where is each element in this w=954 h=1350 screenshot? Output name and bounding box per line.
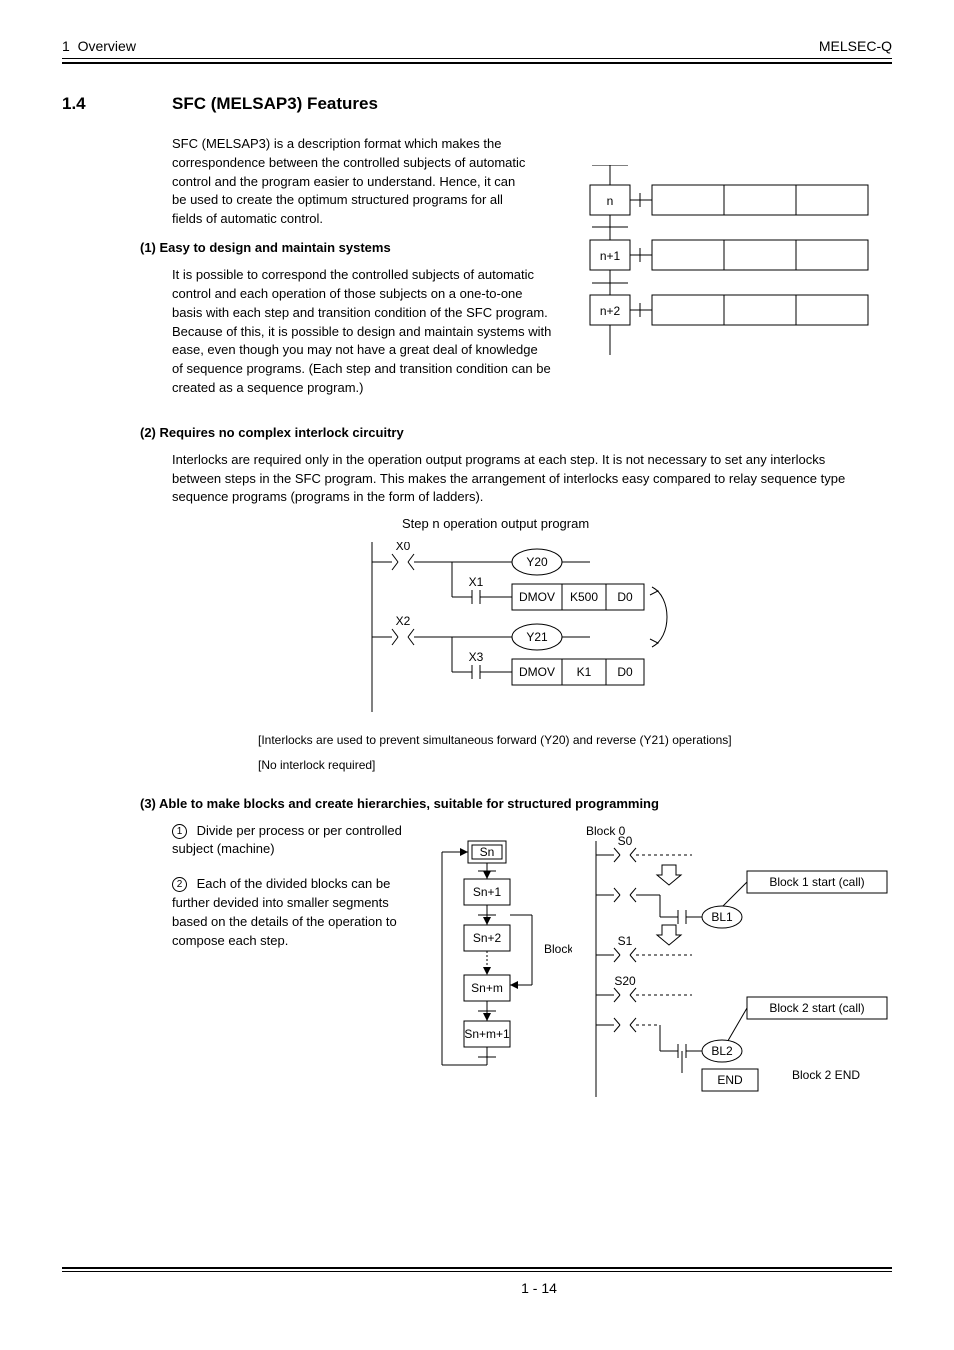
svg-text:n+1: n+1 [600, 249, 621, 263]
svg-text:DMOV: DMOV [519, 665, 555, 679]
svg-text:D0: D0 [617, 590, 633, 604]
svg-text:D0: D0 [617, 665, 633, 679]
circle-number-1-icon: 1 [172, 824, 187, 839]
footer-rules [62, 1267, 892, 1272]
diagram-ladder: X0 Y20 X1 DMOV K500 D0 X2 [362, 542, 722, 722]
para-intro: SFC (MELSAP3) is a description format wh… [172, 135, 532, 229]
bullet-1: 1 Divide per process or per controlled s… [172, 822, 422, 860]
bullet-2-text: Each of the divided blocks can be furthe… [172, 876, 397, 948]
svg-text:Sn+1: Sn+1 [473, 885, 502, 899]
diagram-sfc-chain: Sn Sn+1 Block 1 Sn+2 Sn+m [412, 835, 572, 1095]
svg-text:Sn+m+1: Sn+m+1 [464, 1027, 510, 1041]
diagram-sfc-ladder-right: Block 0 S0 Block 1 start (call) [582, 825, 892, 1105]
svg-text:END: END [717, 1073, 743, 1087]
para-subhead-3: (3) Able to make blocks and create hiera… [140, 795, 830, 814]
section-number: 1.4 [62, 94, 86, 113]
svg-text:Block 1: Block 1 [544, 942, 572, 956]
svg-text:Sn+m: Sn+m [471, 981, 503, 995]
note-no-interlock: [No interlock required] [258, 757, 892, 774]
svg-text:DMOV: DMOV [519, 590, 555, 604]
svg-text:S0: S0 [618, 834, 633, 848]
svg-text:BL2: BL2 [711, 1044, 733, 1058]
svg-text:Sn: Sn [480, 845, 495, 859]
header-rule-thick [62, 62, 892, 64]
para-subhead-2: (2) Requires no complex interlock circui… [140, 424, 892, 443]
svg-text:X2: X2 [396, 614, 411, 628]
svg-text:K1: K1 [577, 665, 592, 679]
section-title: SFC (MELSAP3) Features [172, 94, 378, 113]
note-interlock: [Interlocks are used to prevent simultan… [258, 732, 828, 749]
svg-text:BL1: BL1 [711, 910, 733, 924]
svg-text:Sn+2: Sn+2 [473, 931, 502, 945]
circle-number-2-icon: 2 [172, 877, 187, 892]
diagram2-title: Step n operation output program [402, 515, 892, 534]
svg-text:K500: K500 [570, 590, 598, 604]
svg-text:X3: X3 [469, 650, 484, 664]
diagram-step-table: n n+1 n+2 [572, 165, 892, 365]
svg-text:n+2: n+2 [600, 304, 621, 318]
svg-text:Y20: Y20 [526, 555, 548, 569]
page-number: 1 - 14 [62, 1278, 954, 1298]
header-chapter-title: Overview [78, 38, 136, 54]
svg-text:X0: X0 [396, 542, 411, 553]
bullet-2: 2 Each of the divided blocks can be furt… [172, 875, 422, 950]
svg-text:Block 1 start (call): Block 1 start (call) [769, 875, 864, 889]
para-body-1: It is possible to correspond the control… [172, 266, 552, 398]
bullet-1-text: Divide per process or per controlled sub… [172, 823, 402, 857]
header-brand: MELSEC-Q [819, 36, 892, 56]
svg-text:S1: S1 [618, 934, 633, 948]
svg-text:Block 2 END: Block 2 END [792, 1068, 860, 1082]
svg-text:Y21: Y21 [526, 630, 548, 644]
svg-text:n: n [607, 194, 614, 208]
para-body-2: Interlocks are required only in the oper… [172, 451, 852, 508]
svg-text:Block 2 start (call): Block 2 start (call) [769, 1001, 864, 1015]
svg-text:X1: X1 [469, 575, 484, 589]
header-chapter-num: 1 [62, 38, 70, 54]
svg-text:S20: S20 [614, 974, 636, 988]
